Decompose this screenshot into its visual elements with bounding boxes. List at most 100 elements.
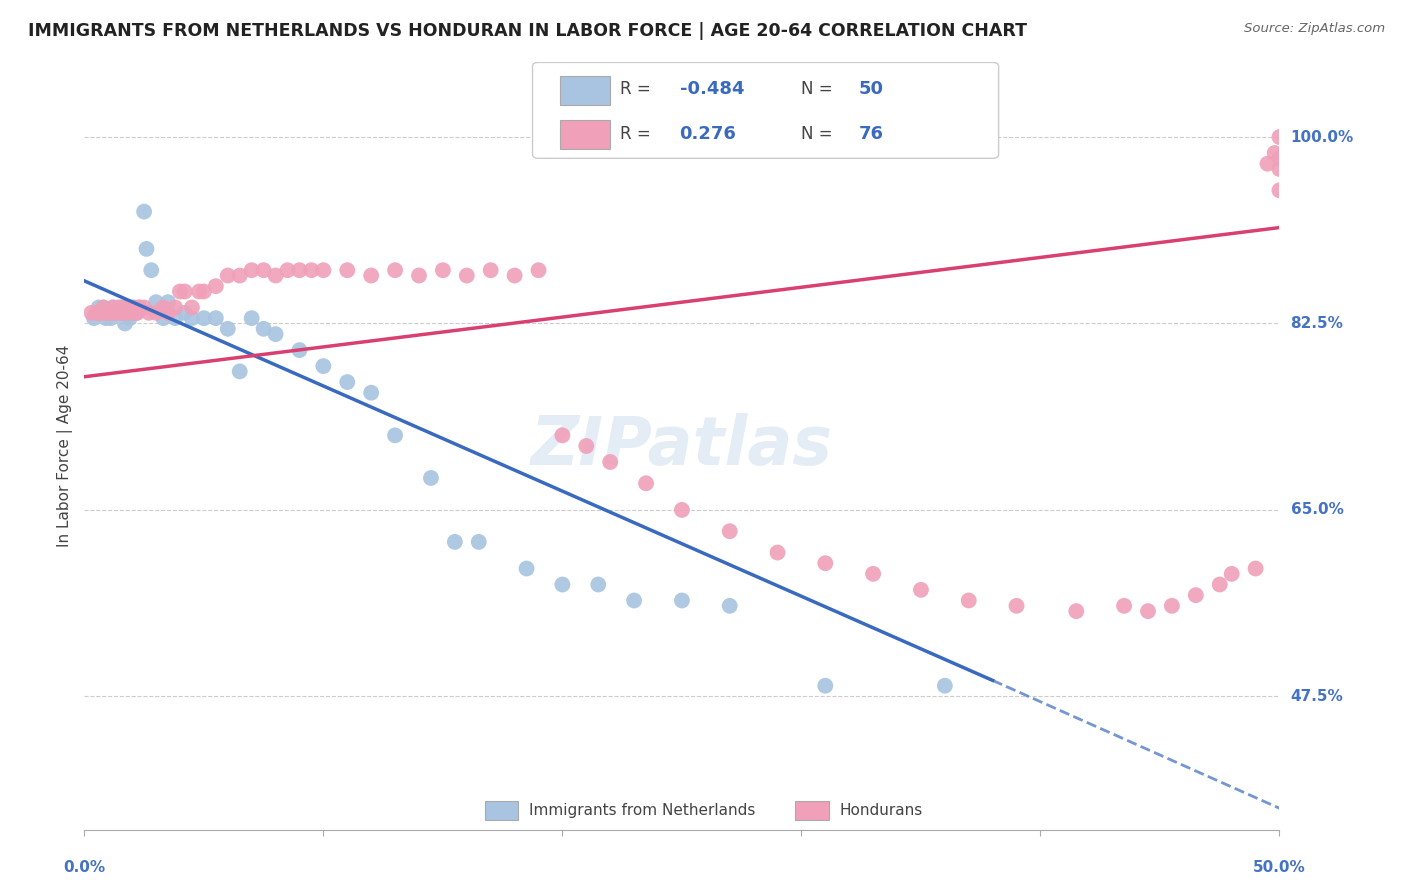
Point [1185,588,1208,602]
Point [1005,599,1028,613]
Point [104,306,127,320]
Point [128,301,150,315]
Point [1268,130,1291,145]
Point [527,263,550,277]
Point [1209,577,1232,591]
Point [157,306,180,320]
Point [312,263,335,277]
Point [1161,599,1184,613]
Point [138,306,160,320]
Point [1066,604,1088,618]
Point [188,285,211,299]
Point [814,679,837,693]
Point [551,428,574,442]
Point [145,295,167,310]
Point [217,268,239,283]
Point [1137,604,1160,618]
Point [240,263,263,277]
Point [264,327,287,342]
Text: 65.0%: 65.0% [1291,502,1344,517]
Point [152,301,174,315]
Point [87,301,110,315]
Point [384,263,406,277]
Point [360,385,382,400]
Text: Hondurans: Hondurans [839,803,922,818]
Point [516,561,538,575]
Point [288,263,311,277]
Point [121,306,143,320]
Point [408,268,430,283]
Point [193,311,215,326]
Point [766,545,789,559]
Text: 76: 76 [859,125,884,143]
Text: 50.0%: 50.0% [1253,860,1306,875]
Point [957,593,980,607]
Point [277,263,299,277]
Point [636,476,658,491]
Text: 0.276: 0.276 [679,125,737,143]
Point [240,311,263,326]
Text: N =: N = [801,80,838,98]
Point [718,599,741,613]
Point [114,301,136,315]
Point [90,306,112,320]
Point [1268,152,1291,166]
Point [360,268,382,283]
Point [456,268,478,283]
Point [1114,599,1136,613]
Point [623,593,645,607]
Point [253,322,276,336]
Point [420,471,443,485]
Point [132,204,156,219]
Point [671,593,693,607]
Point [141,263,163,277]
Point [468,535,491,549]
Point [264,268,287,283]
Text: 100.0%: 100.0% [1291,129,1354,145]
Point [124,306,146,320]
Text: Source: ZipAtlas.com: Source: ZipAtlas.com [1244,22,1385,36]
Point [181,301,204,315]
Point [1257,156,1279,170]
Point [503,268,526,283]
Point [100,306,122,320]
Point [229,268,252,283]
Point [124,301,146,315]
Point [114,317,136,331]
Point [862,566,884,581]
Point [205,279,228,293]
Point [80,306,103,320]
Point [94,311,117,326]
Point [97,306,120,320]
Text: ZIPatlas: ZIPatlas [531,413,832,479]
Point [107,306,129,320]
Point [104,306,127,320]
Point [111,301,134,315]
Y-axis label: In Labor Force | Age 20-64: In Labor Force | Age 20-64 [58,345,73,547]
FancyBboxPatch shape [560,76,610,104]
Point [1264,146,1286,161]
Point [118,311,141,326]
Point [588,577,610,591]
Point [181,311,204,326]
Point [312,359,335,373]
Point [118,301,141,315]
Point [125,306,148,320]
Point [86,306,108,320]
Point [132,301,156,315]
Point [87,306,110,320]
Point [336,375,359,389]
Point [814,556,837,570]
Point [165,301,187,315]
Point [599,455,621,469]
Point [100,311,122,326]
Text: 82.5%: 82.5% [1291,316,1344,331]
Point [193,285,215,299]
Point [910,582,932,597]
Point [229,364,252,378]
Text: -0.484: -0.484 [679,80,744,98]
Point [384,428,406,442]
Point [479,263,502,277]
Text: Immigrants from Netherlands: Immigrants from Netherlands [529,803,755,818]
Point [107,301,129,315]
